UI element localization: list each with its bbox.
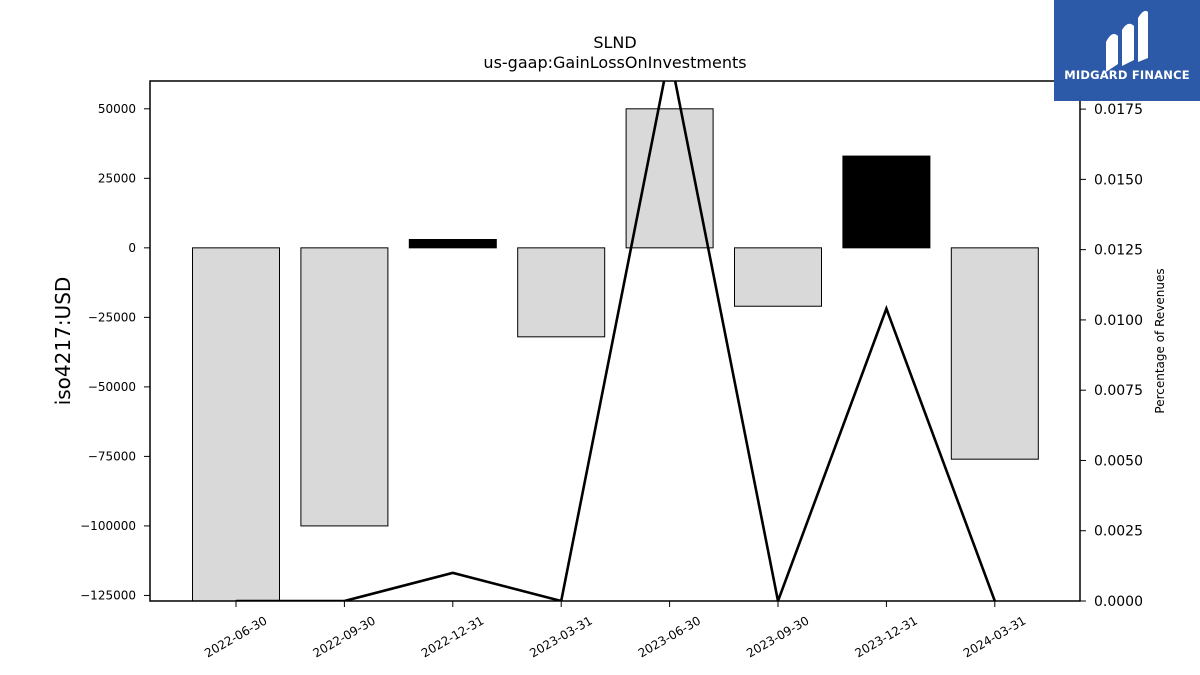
chart-subtitle: us-gaap:GainLossOnInvestments — [483, 53, 746, 72]
y2-tick-label: 0.0150 — [1094, 172, 1143, 188]
bar-2022-06-30 — [192, 247, 280, 602]
logo-mark-icon — [1106, 10, 1148, 72]
bars-layer — [192, 108, 1039, 602]
y2-tick-label: 0.0175 — [1094, 102, 1143, 118]
y2-tick-label: 0.0100 — [1094, 313, 1143, 329]
y2-tick-label: 0.0075 — [1094, 383, 1143, 399]
y-tick-label: 0 — [128, 241, 136, 255]
x-tick-label: 2022-06-30 — [202, 613, 269, 660]
logo-text: MIDGARD FINANCE — [1064, 68, 1190, 82]
plot-frame — [149, 80, 1081, 602]
y-tick-label: −25000 — [88, 310, 136, 324]
y-tick-label: −125000 — [80, 588, 136, 602]
y2-axis-label: Percentage of Revenues — [1153, 268, 1167, 413]
x-tick-label: 2023-12-31 — [852, 613, 919, 660]
bar-2023-03-31 — [517, 247, 606, 338]
y-tick-label: −100000 — [80, 519, 136, 533]
x-axis: 2022-06-30 2022-09-30 2022-12-31 2023-03-31… — [202, 601, 1028, 660]
bar-2024-03-31 — [950, 247, 1039, 460]
chart-title: SLND — [593, 33, 636, 52]
y-axis-left: −125000 −100000 −75000 −50000 −25000 0 25000 50… — [80, 102, 150, 602]
bar-2022-12-31 — [408, 239, 497, 249]
x-tick-label: 2022-09-30 — [310, 613, 377, 660]
bar-2023-06-30 — [625, 108, 714, 249]
x-tick-label: 2024-03-31 — [961, 613, 1028, 660]
y2-tick-label: 0.0125 — [1094, 243, 1143, 259]
y2-tick-label: 0.0000 — [1094, 594, 1143, 610]
y-tick-label: −50000 — [88, 380, 136, 394]
y-tick-label: 25000 — [98, 171, 136, 185]
x-tick-label: 2022-12-31 — [419, 613, 486, 660]
y-tick-label: −75000 — [88, 449, 136, 463]
brand-logo: MIDGARD FINANCE — [1054, 0, 1200, 101]
bar-2022-09-30 — [300, 247, 389, 527]
x-tick-label: 2023-03-31 — [527, 613, 594, 660]
x-tick-label: 2023-06-30 — [636, 613, 703, 660]
percentage-line — [236, 81, 997, 601]
y2-tick-label: 0.0025 — [1094, 524, 1143, 540]
x-tick-label: 2023-09-30 — [744, 613, 811, 660]
y-axis-label: iso4217:USD — [51, 277, 75, 406]
y-tick-label: 50000 — [98, 102, 136, 116]
bar-2023-12-31 — [842, 155, 931, 249]
line-layer — [236, 81, 997, 601]
y-axis-right: 0.0000 0.0025 0.0050 0.0075 0.0100 0.0125 0.01… — [1080, 102, 1143, 610]
y2-tick-label: 0.0050 — [1094, 453, 1143, 469]
bar-2023-09-30 — [734, 247, 822, 307]
